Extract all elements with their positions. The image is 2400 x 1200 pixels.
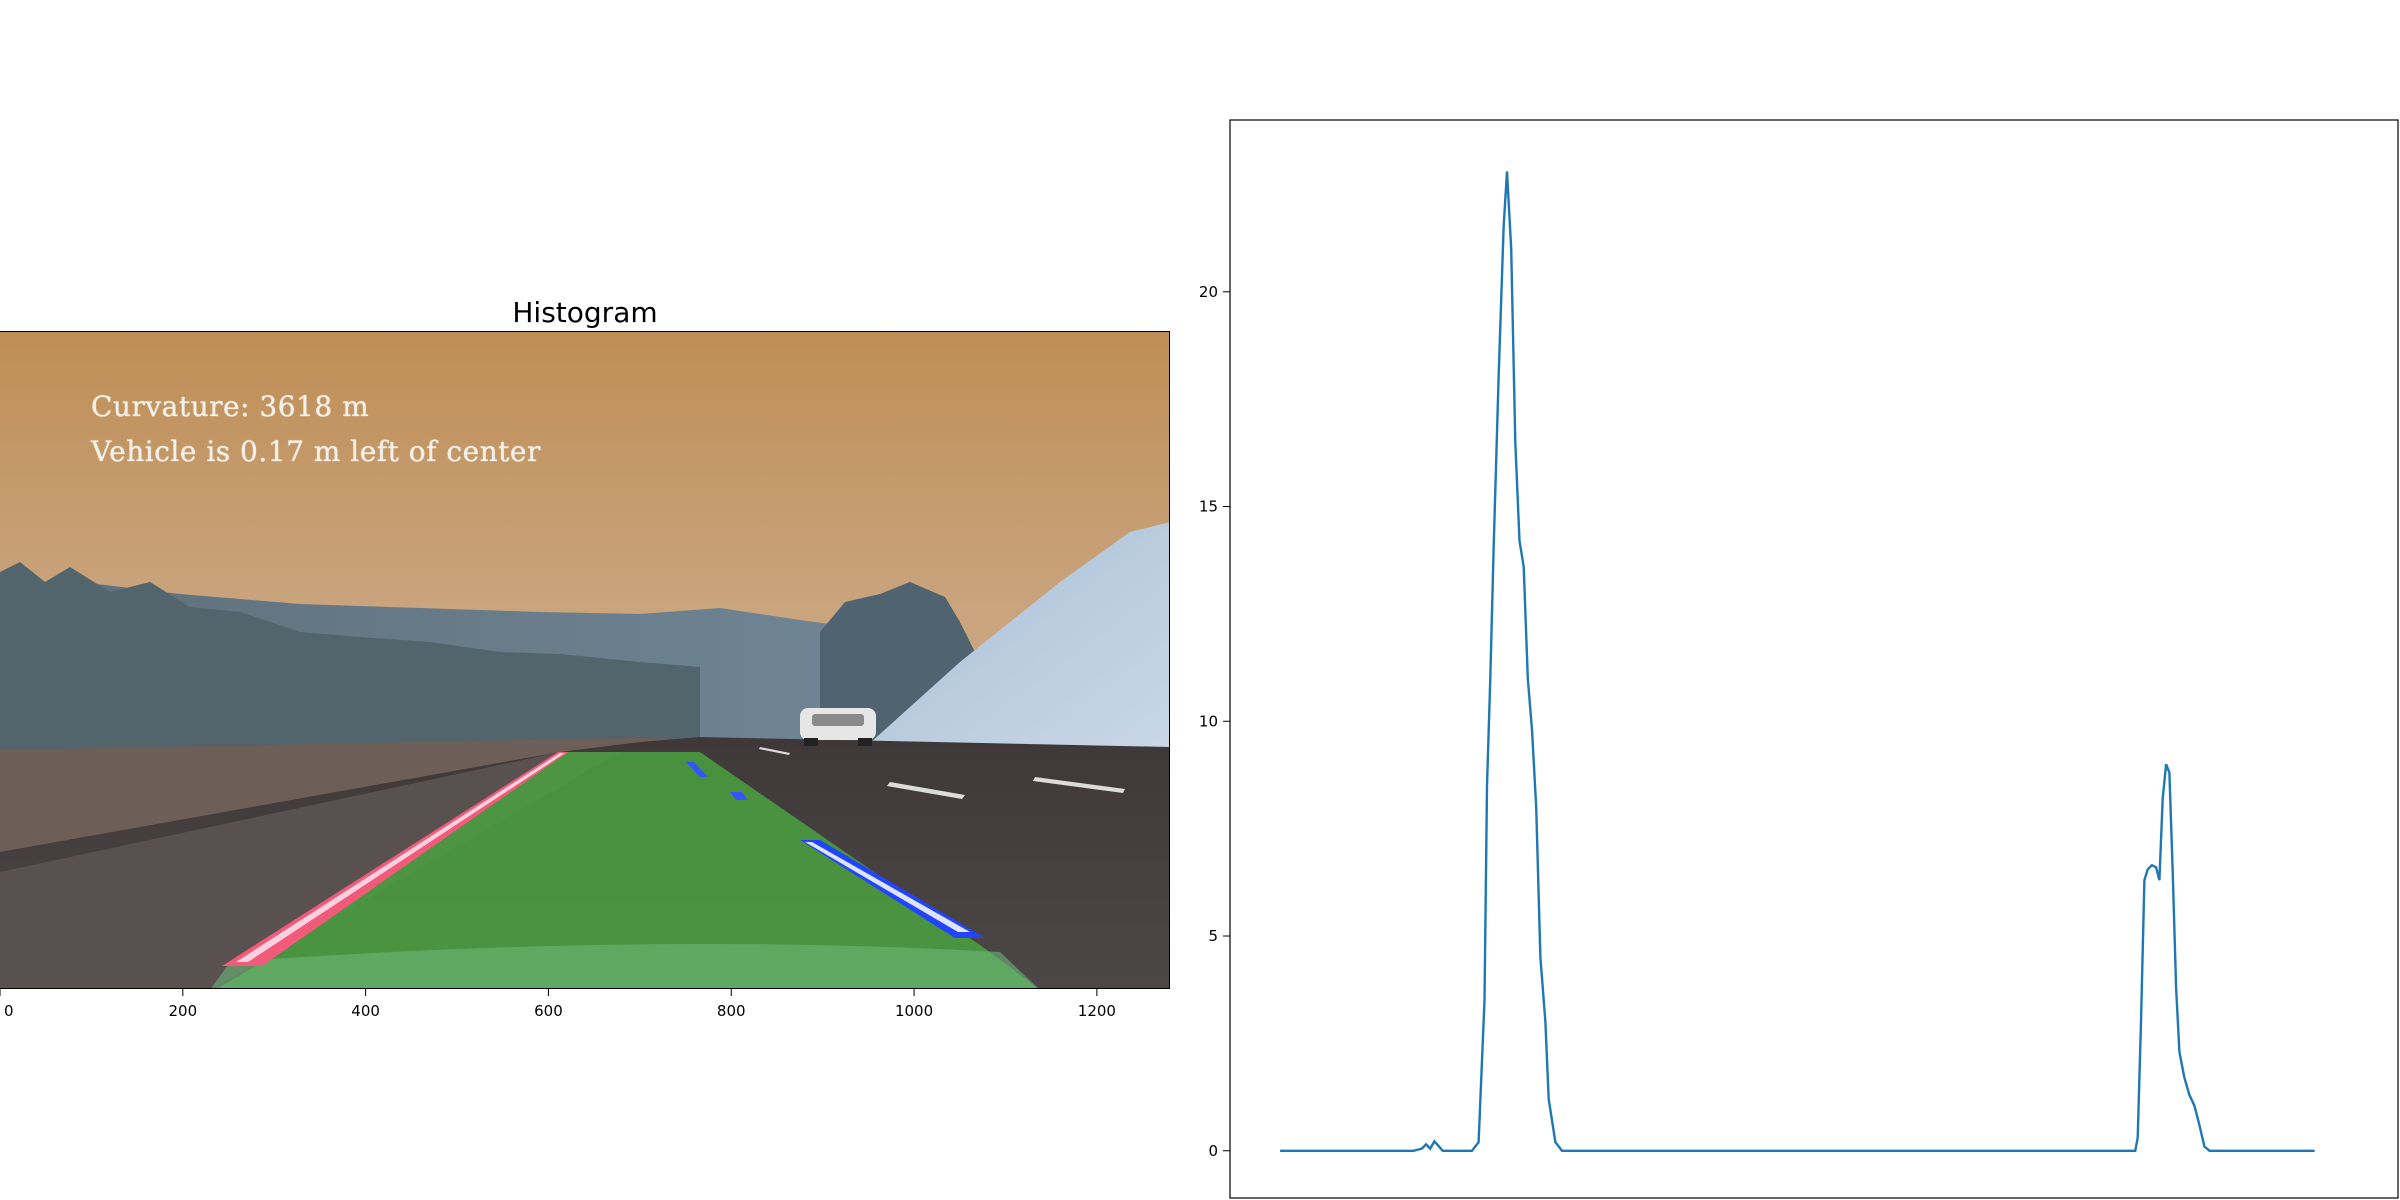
road-image [0,332,1169,988]
right-lane-highlight [805,842,970,932]
x-tick-label: 600 [534,1002,563,1020]
left-shoulder [0,752,620,988]
lane-dashes [759,747,1125,799]
chart-title: Histogram [512,296,658,329]
y-tick-label: 15 [1199,498,1218,516]
y-tick-label: 5 [1208,927,1218,945]
car-hood [211,944,1038,988]
y-tick-label: 10 [1199,712,1218,730]
lane-area [218,752,1038,988]
car [800,708,876,746]
y-tick-label: 0 [1208,1142,1218,1160]
vehicle-offset-text: Vehicle is 0.17 m left of center [91,435,541,468]
image-x-axis: 0 200 400 600 800 1000 1200 [0,989,1116,1020]
left-trees [0,562,700,762]
plot-frame [1229,119,2399,1199]
x-tick-label: 0 [4,1002,14,1020]
x-tick-label: 800 [717,1002,746,1020]
right-lane-line-far [686,762,708,777]
barrier-wall [0,737,680,852]
x-tick-label: 400 [351,1002,380,1020]
right-lane-line-mid [730,792,748,800]
x-tick-label: 1200 [1078,1002,1116,1020]
x-tick-label: 200 [168,1002,197,1020]
right-slope [860,522,1169,752]
histogram-series-line [1280,171,2315,1152]
y-tick-label: 20 [1199,283,1218,301]
left-lane-highlight [236,753,565,962]
curvature-text: Curvature: 3618 m [91,390,370,423]
histogram-chart: 0 5 10 15 20 [1199,119,2399,1199]
road-image-panel: Curvature: 3618 m Vehicle is 0.17 m left… [0,331,1170,989]
x-tick-label: 1000 [895,1002,933,1020]
